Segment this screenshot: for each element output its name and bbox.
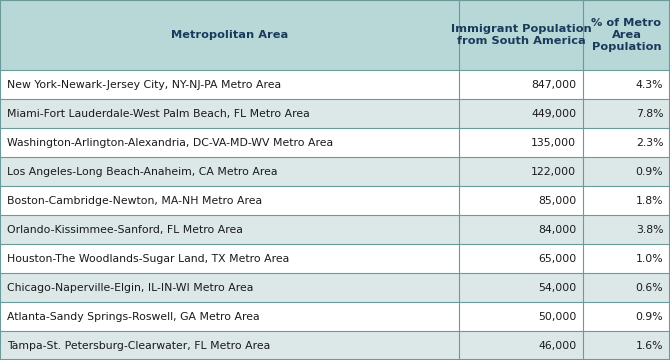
- Text: 84,000: 84,000: [538, 225, 576, 235]
- Text: 847,000: 847,000: [531, 80, 576, 90]
- Bar: [0, 244, 670, 273]
- Text: Atlanta-Sandy Springs-Roswell, GA Metro Area: Atlanta-Sandy Springs-Roswell, GA Metro …: [7, 311, 259, 321]
- Text: New York-Newark-Jersey City, NY-NJ-PA Metro Area: New York-Newark-Jersey City, NY-NJ-PA Me…: [7, 80, 281, 90]
- Text: 7.8%: 7.8%: [636, 109, 663, 119]
- Text: 122,000: 122,000: [531, 167, 576, 177]
- Bar: [0, 302, 670, 331]
- Text: Houston-The Woodlands-Sugar Land, TX Metro Area: Houston-The Woodlands-Sugar Land, TX Met…: [7, 253, 289, 264]
- Text: Miami-Fort Lauderdale-West Palm Beach, FL Metro Area: Miami-Fort Lauderdale-West Palm Beach, F…: [7, 109, 310, 119]
- Text: 1.0%: 1.0%: [636, 253, 663, 264]
- Text: % of Metro
Area
Population: % of Metro Area Population: [592, 18, 661, 52]
- Text: 46,000: 46,000: [538, 341, 576, 351]
- Bar: [0, 128, 670, 157]
- Text: 4.3%: 4.3%: [636, 80, 663, 90]
- Text: Orlando-Kissimmee-Sanford, FL Metro Area: Orlando-Kissimmee-Sanford, FL Metro Area: [7, 225, 243, 235]
- Text: 50,000: 50,000: [538, 311, 576, 321]
- Bar: [0, 215, 670, 244]
- Text: 85,000: 85,000: [538, 195, 576, 206]
- Text: 3.8%: 3.8%: [636, 225, 663, 235]
- Text: 65,000: 65,000: [538, 253, 576, 264]
- Text: 2.3%: 2.3%: [636, 138, 663, 148]
- Text: Washington-Arlington-Alexandria, DC-VA-MD-WV Metro Area: Washington-Arlington-Alexandria, DC-VA-M…: [7, 138, 333, 148]
- Text: 54,000: 54,000: [538, 283, 576, 293]
- Text: 0.9%: 0.9%: [636, 167, 663, 177]
- Text: Metropolitan Area: Metropolitan Area: [171, 30, 288, 40]
- Text: 449,000: 449,000: [531, 109, 576, 119]
- Bar: [0, 157, 670, 186]
- Bar: [0, 186, 670, 215]
- Text: Tampa-St. Petersburg-Clearwater, FL Metro Area: Tampa-St. Petersburg-Clearwater, FL Metr…: [7, 341, 270, 351]
- Bar: [0, 331, 670, 360]
- Bar: [0, 0, 670, 70]
- Bar: [0, 99, 670, 128]
- Text: Chicago-Naperville-Elgin, IL-IN-WI Metro Area: Chicago-Naperville-Elgin, IL-IN-WI Metro…: [7, 283, 253, 293]
- Text: 1.8%: 1.8%: [636, 195, 663, 206]
- Text: 0.9%: 0.9%: [636, 311, 663, 321]
- Bar: [0, 70, 670, 99]
- Text: 135,000: 135,000: [531, 138, 576, 148]
- Text: Los Angeles-Long Beach-Anaheim, CA Metro Area: Los Angeles-Long Beach-Anaheim, CA Metro…: [7, 167, 277, 177]
- Text: Boston-Cambridge-Newton, MA-NH Metro Area: Boston-Cambridge-Newton, MA-NH Metro Are…: [7, 195, 262, 206]
- Text: 1.6%: 1.6%: [636, 341, 663, 351]
- Text: Immigrant Population
from South America: Immigrant Population from South America: [450, 24, 592, 46]
- Text: 0.6%: 0.6%: [636, 283, 663, 293]
- Bar: [0, 273, 670, 302]
